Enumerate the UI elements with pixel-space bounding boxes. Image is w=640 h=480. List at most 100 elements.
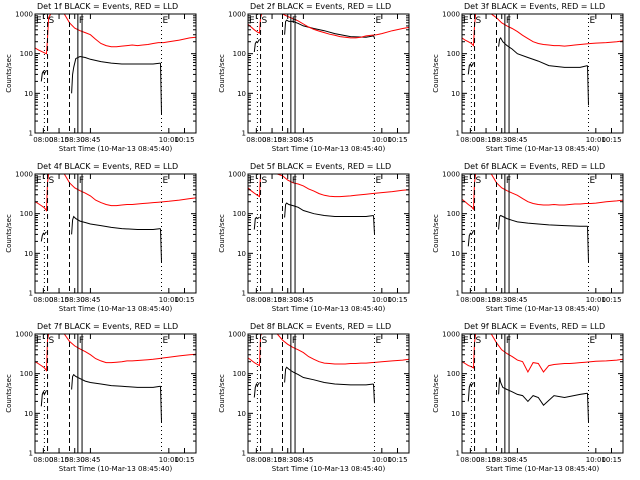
x-tick-label: 08:30 [278, 296, 298, 304]
x-tick-label: 08:30 [65, 296, 85, 304]
x-tick-label: 08:45 [507, 296, 527, 304]
series-events-line [373, 35, 375, 39]
x-tick-label: 08:30 [492, 456, 512, 464]
y-axis-label: Counts/sec [5, 374, 13, 413]
y-tick-label: 100 [20, 50, 33, 58]
plot-area [248, 174, 409, 235]
chart-title: Det 5f BLACK = Events, RED = LLD [250, 162, 391, 171]
event-marker-e: E [36, 16, 42, 26]
x-tick-label: 08:00 [246, 456, 266, 464]
x-tick-label: 08:15 [476, 456, 496, 464]
event-marker-e: E [463, 16, 469, 26]
plot-area [35, 174, 196, 263]
x-tick-label: 08:30 [65, 456, 85, 464]
series-events-line [253, 39, 260, 53]
x-tick-label: 08:45 [80, 136, 100, 144]
event-marker-e: E [463, 336, 469, 346]
event-marker-e: E [163, 336, 169, 346]
x-tick-label: 08:00 [33, 456, 53, 464]
chart-title: Det 8f BLACK = Events, RED = LLD [250, 322, 391, 331]
axes-frame [461, 333, 624, 454]
axes-frame [461, 173, 624, 294]
y-tick-label: 1 [29, 290, 33, 298]
series-events-line [160, 386, 162, 423]
event-marker-f: F [292, 16, 297, 26]
series-events-line [160, 228, 162, 263]
series-lld-line [462, 14, 623, 47]
event-marker-s: S [49, 16, 55, 26]
series-events-line [498, 36, 588, 68]
x-tick-label: 08:30 [492, 296, 512, 304]
x-tick-label: 10:15 [174, 136, 194, 144]
event-marker-f: F [506, 16, 511, 26]
x-tick-label: 08:15 [476, 296, 496, 304]
y-axis-label: Counts/sec [432, 54, 440, 93]
x-tick-label: 08:45 [293, 136, 313, 144]
x-axis-label: Start Time (10-Mar-13 08:45:40) [486, 305, 600, 313]
event-marker-f: F [79, 16, 84, 26]
event-marker-e: E [163, 16, 169, 26]
plot-area [462, 174, 623, 263]
x-tick-label: 08:30 [278, 136, 298, 144]
x-tick-label: 08:15 [262, 136, 282, 144]
y-axis-label: Counts/sec [5, 214, 13, 253]
series-lld-line [248, 174, 409, 198]
event-marker-s: S [262, 16, 268, 26]
series-events-line [587, 65, 589, 106]
y-tick-label: 1000 [228, 171, 246, 179]
series-lld-line [248, 334, 409, 367]
axes-frame [34, 13, 197, 134]
event-marker-e: E [376, 16, 382, 26]
y-tick-label: 1 [29, 130, 33, 138]
x-tick-label: 10:15 [601, 296, 621, 304]
y-axis-label: Counts/sec [218, 214, 226, 253]
x-tick-label: 08:30 [492, 136, 512, 144]
x-tick-label: 10:15 [174, 296, 194, 304]
event-marker-f: F [292, 336, 297, 346]
event-marker-s: S [476, 336, 482, 346]
x-axis-label: Start Time (10-Mar-13 08:45:40) [59, 305, 173, 313]
x-axis-label: Start Time (10-Mar-13 08:45:40) [59, 145, 173, 153]
x-tick-label: 08:30 [278, 456, 298, 464]
event-marker-e: E [590, 16, 596, 26]
event-marker-s: S [476, 16, 482, 26]
event-marker-e: E [590, 336, 596, 346]
y-tick-label: 1000 [442, 331, 460, 339]
series-lld-line [35, 14, 196, 55]
x-tick-label: 10:00 [159, 136, 179, 144]
x-tick-label: 10:00 [372, 456, 392, 464]
x-axis-label: Start Time (10-Mar-13 08:45:40) [272, 465, 386, 473]
event-marker-f: F [506, 336, 511, 346]
y-tick-label: 100 [447, 370, 460, 378]
y-tick-label: 100 [233, 210, 246, 218]
x-tick-label: 10:00 [586, 456, 606, 464]
x-tick-label: 10:00 [586, 296, 606, 304]
y-tick-label: 10 [451, 410, 460, 418]
axes-frame [461, 13, 624, 134]
x-axis-label: Start Time (10-Mar-13 08:45:40) [272, 145, 386, 153]
y-tick-label: 1000 [15, 11, 33, 19]
y-tick-label: 1 [456, 290, 460, 298]
chart-title: Det 6f BLACK = Events, RED = LLD [464, 162, 605, 171]
event-marker-s: S [262, 336, 268, 346]
x-axis-label: Start Time (10-Mar-13 08:45:40) [486, 465, 600, 473]
y-tick-label: 10 [451, 250, 460, 258]
x-axis-label: Start Time (10-Mar-13 08:45:40) [486, 145, 600, 153]
event-marker-f: F [292, 176, 297, 186]
axes-frame [247, 13, 410, 134]
y-tick-label: 10 [451, 90, 460, 98]
y-tick-label: 1 [29, 450, 33, 458]
x-tick-label: 08:15 [476, 136, 496, 144]
x-tick-label: 08:45 [507, 456, 527, 464]
x-tick-label: 08:00 [246, 136, 266, 144]
x-tick-label: 10:15 [601, 136, 621, 144]
axes-frame [34, 333, 197, 454]
event-marker-e: E [376, 176, 382, 186]
event-marker-e: E [249, 176, 255, 186]
x-tick-label: 08:15 [49, 296, 69, 304]
